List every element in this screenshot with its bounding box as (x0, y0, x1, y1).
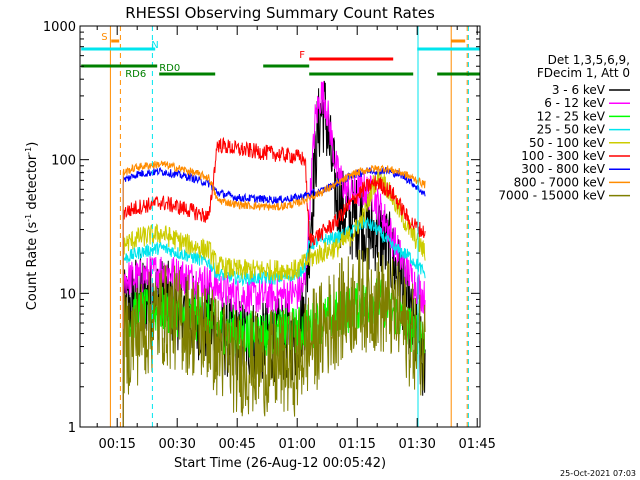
legend-label-100-300-kev: 100 - 300 keV (521, 149, 605, 163)
series-line-50-100-kev (122, 168, 426, 427)
legend-label-300-800-kev: 300 - 800 keV (521, 162, 605, 176)
status-label-n: N (151, 40, 158, 51)
series-line-100-300-kev (122, 136, 426, 427)
x-tick-label: 01:30 (398, 437, 435, 452)
y-tick-label: 10 (59, 287, 76, 302)
legend-header: Det 1,3,5,6,9, (548, 53, 630, 67)
y-tick-label: 1 (68, 421, 76, 436)
legend-label-7000-15000-kev: 7000 - 15000 keV (498, 189, 605, 203)
y-axis-label: Count Rate (s-1 detector-1) (24, 142, 40, 311)
legend-label-50-100-kev: 50 - 100 keV (529, 136, 606, 150)
x-axis: 00:15 00:30 00:45 01:00 01:15 01:30 01:45 (96, 26, 496, 452)
legend-label-25-50-kev: 25 - 50 keV (537, 123, 606, 137)
x-tick-label: 00:30 (158, 437, 195, 452)
series-line-800-7000-kev (122, 160, 426, 427)
plot-frame (79, 25, 481, 428)
x-axis-label: Start Time (26-Aug-12 00:05:42) (174, 456, 386, 471)
chart-title: RHESSI Observing Summary Count Rates (125, 4, 435, 22)
series-layer (122, 80, 426, 427)
y-axis: 1 10 100 1000 (43, 20, 480, 436)
legend-label-3-6-kev: 3 - 6 keV (552, 83, 606, 97)
legend-label-800-7000-kev: 800 - 7000 keV (514, 175, 606, 189)
series-line-7000-15000-kev (122, 247, 426, 427)
legend-label-12-25-kev: 12 - 25 keV (537, 109, 606, 123)
instrument-state-lines (109, 26, 469, 427)
x-tick-label: 01:00 (278, 437, 315, 452)
x-tick-label: 01:15 (338, 437, 375, 452)
y-tick-label: 1000 (43, 20, 76, 35)
series-line-6-12-kev (122, 81, 426, 427)
status-label-s: S (101, 32, 107, 43)
status-label-rd6: RD6 (125, 69, 146, 80)
y-tick-label: 100 (51, 154, 76, 169)
legend-header: FDecim 1, Att 0 (537, 66, 630, 80)
legend: Det 1,3,5,6,9,FDecim 1, Att 0 3 - 6 keV6 … (498, 53, 630, 203)
status-label-rd0: RD0 (159, 63, 180, 74)
x-tick-label: 00:45 (218, 437, 255, 452)
status-label-f: F (299, 50, 305, 61)
legend-label-6-12-kev: 6 - 12 keV (544, 96, 606, 110)
series-line-300-800-kev (122, 166, 426, 427)
x-tick-label: 00:15 (98, 437, 135, 452)
footer-date: 25-Oct-2021 07:03 (560, 469, 636, 478)
x-tick-label: 01:45 (458, 437, 495, 452)
status-bars: S N F RD0 RD6 (81, 32, 480, 80)
